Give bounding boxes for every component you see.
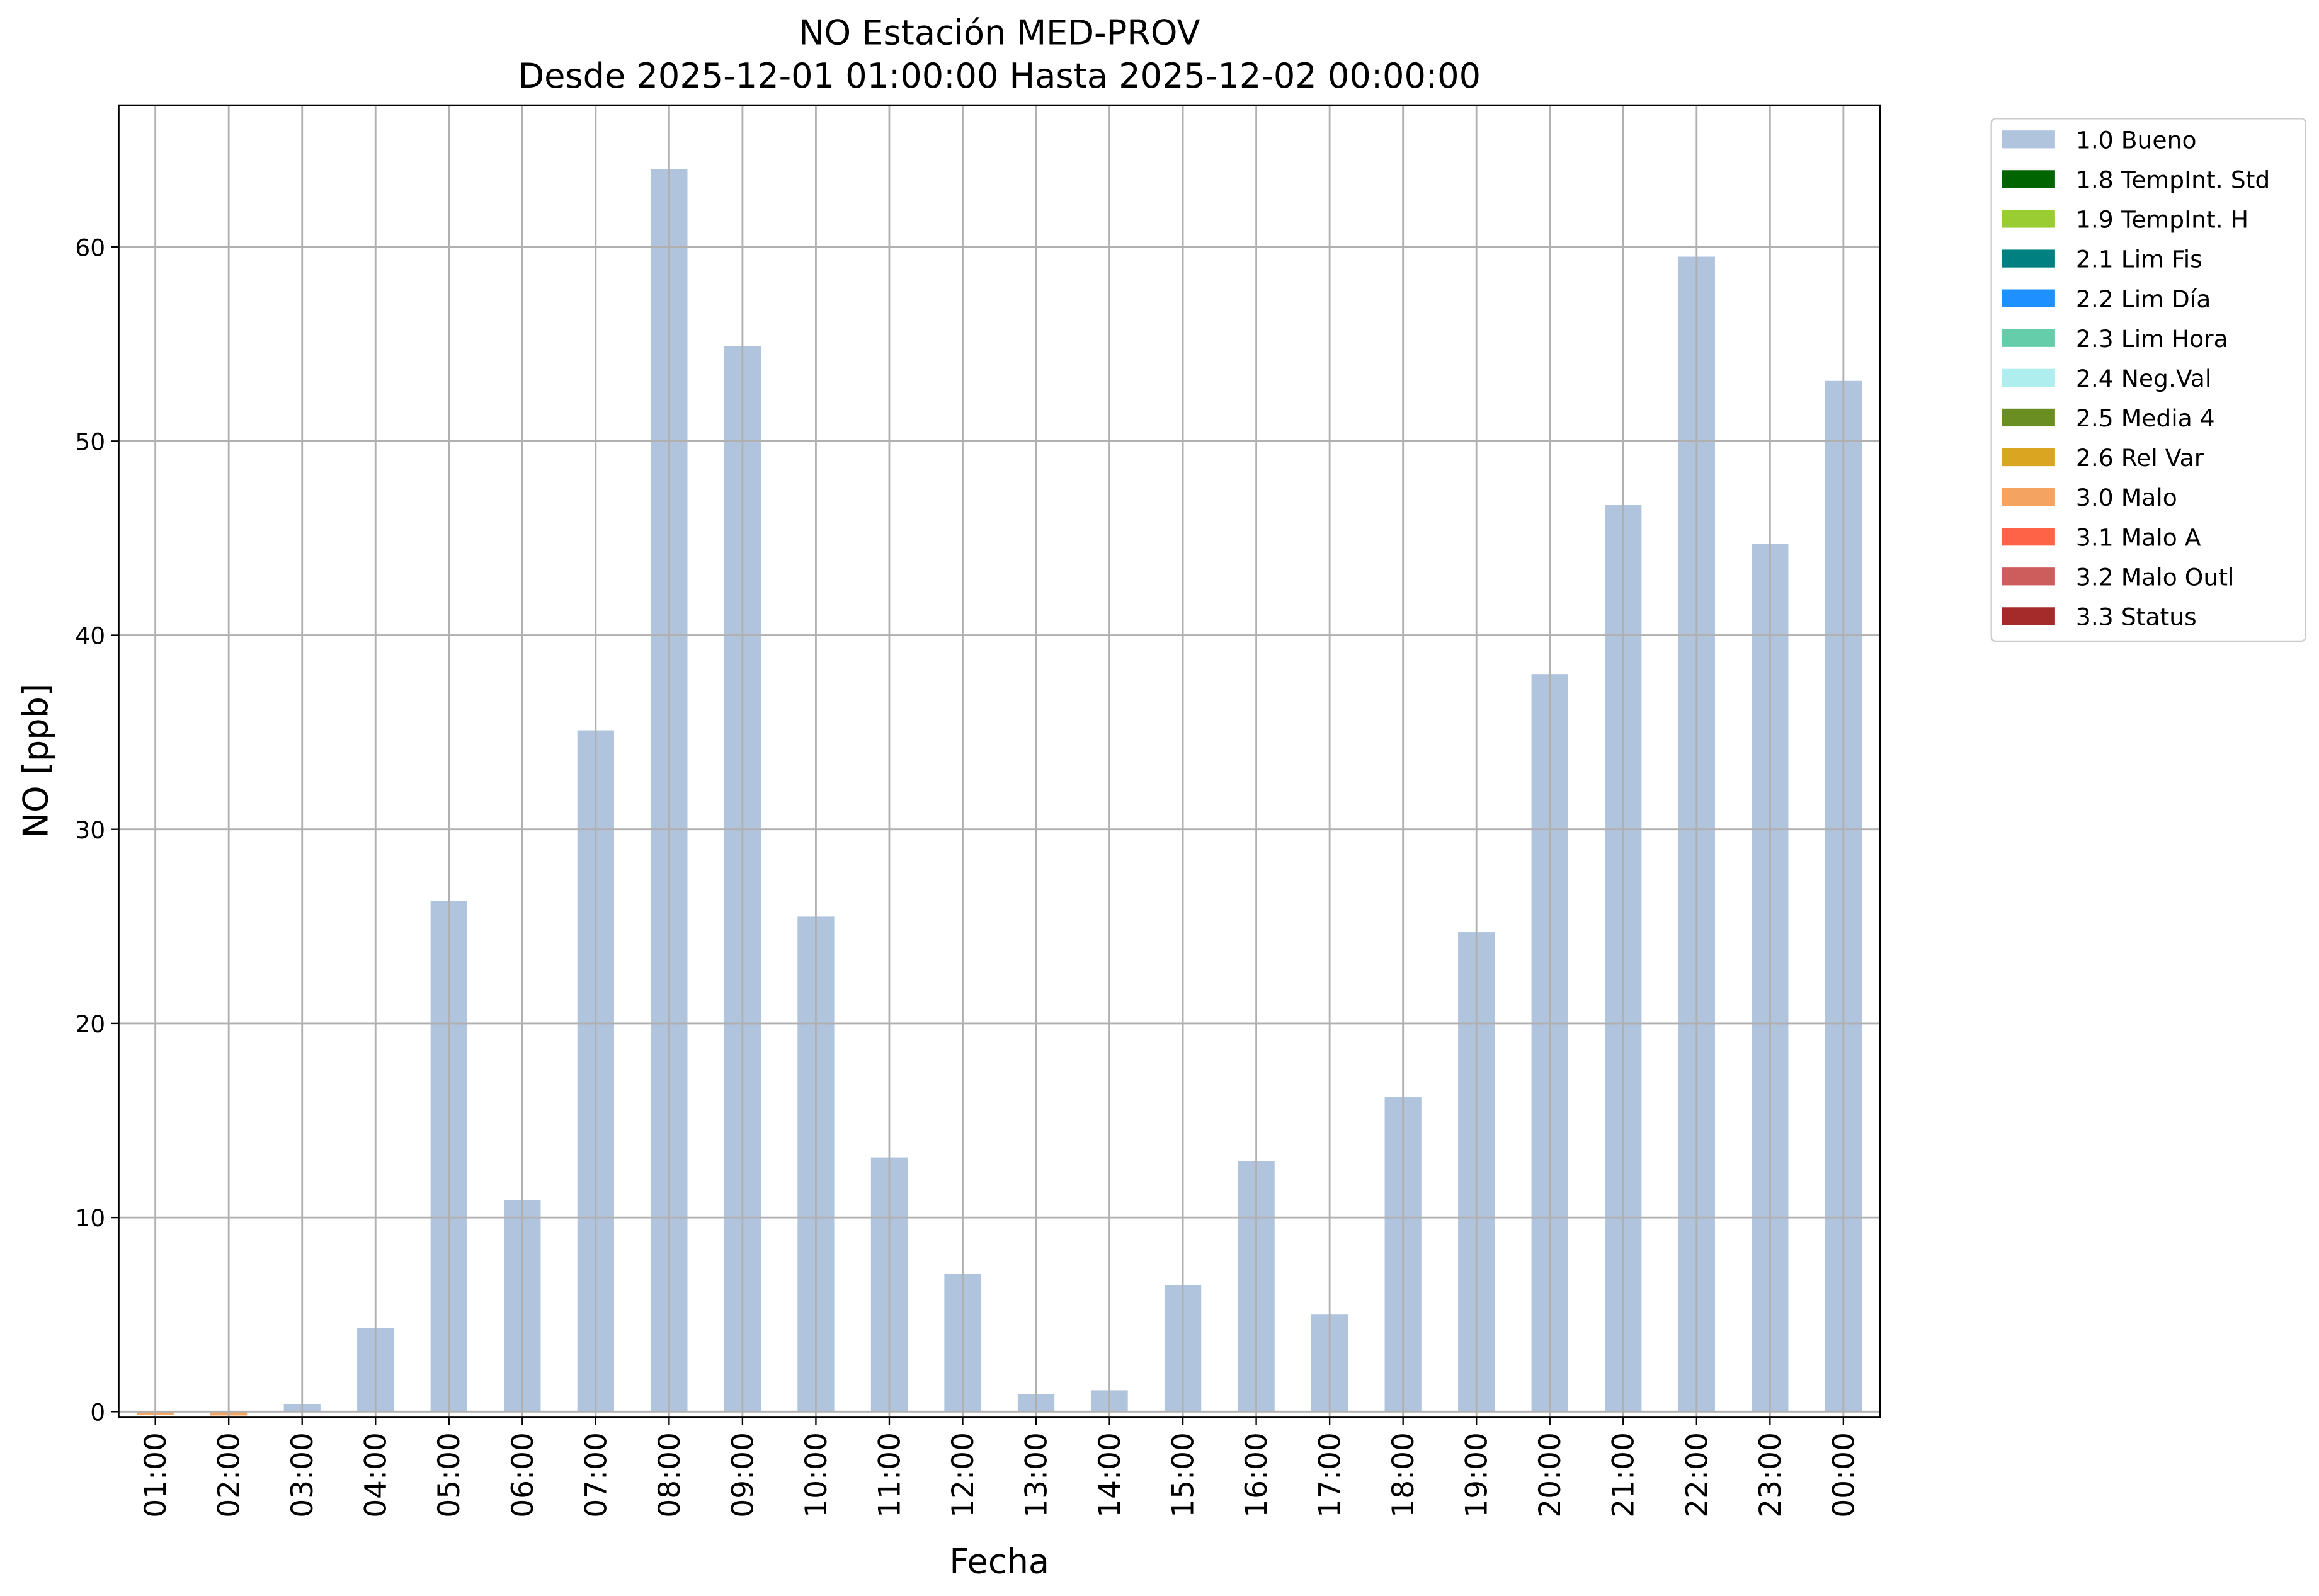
x-tick-label: 13:00 xyxy=(1019,1432,1054,1518)
legend-label: 3.2 Malo Outl xyxy=(2076,563,2235,591)
y-tick-label: 50 xyxy=(75,428,105,455)
legend-swatch xyxy=(2002,408,2055,427)
plot-area: 0 10 20 30 40 50 60 01:00 02:00 03:00 04:00 05:00 06… xyxy=(75,104,1881,1518)
x-tick-label: 00:00 xyxy=(1826,1432,1861,1518)
legend-swatch xyxy=(2002,329,2055,347)
legend-label: 1.9 TempInt. H xyxy=(2076,206,2248,234)
legend-label: 2.6 Rel Var xyxy=(2076,444,2204,472)
x-tick-label: 10:00 xyxy=(799,1432,834,1518)
x-tick-label: 04:00 xyxy=(359,1432,394,1518)
legend-swatch xyxy=(2002,528,2055,546)
x-tick-label: 07:00 xyxy=(579,1432,613,1518)
y-tick-label: 0 xyxy=(90,1398,105,1426)
legend-label: 2.4 Neg.Val xyxy=(2076,365,2211,392)
x-tick-label: 05:00 xyxy=(432,1432,467,1518)
x-tick-label: 12:00 xyxy=(946,1432,981,1518)
legend-swatch xyxy=(2002,210,2055,228)
x-tick-label: 14:00 xyxy=(1093,1432,1127,1518)
y-tick-label: 40 xyxy=(75,622,105,650)
x-axis-label: Fecha xyxy=(949,1542,1049,1582)
legend-frame xyxy=(1990,118,2306,642)
x-tick-label: 18:00 xyxy=(1386,1432,1421,1518)
x-tick-label: 06:00 xyxy=(506,1432,540,1518)
legend-label: 2.1 Lim Fis xyxy=(2076,246,2202,273)
x-tick-label: 21:00 xyxy=(1607,1432,1641,1518)
chart-title: NO Estación MED-PROV xyxy=(799,13,1200,53)
legend-swatch xyxy=(2002,130,2055,149)
y-tick-label: 20 xyxy=(75,1010,105,1038)
legend-swatch xyxy=(2002,170,2055,188)
x-tick-label: 17:00 xyxy=(1313,1432,1348,1518)
legend-swatch xyxy=(2002,249,2055,268)
x-tick-label: 11:00 xyxy=(872,1432,907,1518)
x-tick-label: 16:00 xyxy=(1239,1432,1274,1518)
x-tick-label: 20:00 xyxy=(1533,1432,1568,1518)
legend-label: 2.3 Lim Hora xyxy=(2076,325,2228,353)
legend-label: 1.8 TempInt. Std xyxy=(2076,166,2270,194)
x-tick-label: 02:00 xyxy=(212,1432,247,1518)
legend-swatch xyxy=(2002,368,2055,387)
x-tick-label: 01:00 xyxy=(139,1432,173,1518)
x-tick-label: 03:00 xyxy=(285,1432,320,1518)
plot-frame xyxy=(117,104,1881,1418)
x-tick-label: 23:00 xyxy=(1753,1432,1788,1518)
legend-label: 3.3 Status xyxy=(2076,603,2197,631)
chart-subtitle: Desde 2025-12-01 01:00:00 Hasta 2025-12-… xyxy=(518,56,1481,96)
x-tick-label: 19:00 xyxy=(1460,1432,1495,1518)
x-tick-label: 09:00 xyxy=(726,1432,760,1518)
y-tick-label: 10 xyxy=(75,1204,105,1232)
legend-swatch xyxy=(2002,289,2055,307)
legend-label: 2.5 Media 4 xyxy=(2076,404,2215,432)
legend-swatch xyxy=(2002,487,2055,506)
x-tick-label: 15:00 xyxy=(1166,1432,1201,1518)
x-tick-label: 08:00 xyxy=(652,1432,687,1518)
legend-label: 3.0 Malo xyxy=(2076,484,2177,511)
y-axis-label: NO [ppb] xyxy=(16,683,55,838)
legend-label: 1.0 Bueno xyxy=(2076,126,2197,154)
legend-swatch xyxy=(2002,607,2055,625)
legend-swatch xyxy=(2002,567,2055,586)
y-tick-label: 30 xyxy=(75,816,105,844)
legend-label: 3.1 Malo A xyxy=(2076,523,2201,551)
legend: 1.0 Bueno 1.8 TempInt. Std 1.9 TempInt. H 2… xyxy=(1990,118,2306,642)
y-tick-label: 60 xyxy=(75,234,105,261)
legend-label: 2.2 Lim Día xyxy=(2076,285,2211,313)
legend-swatch xyxy=(2002,448,2055,467)
x-tick-label: 22:00 xyxy=(1680,1432,1714,1518)
